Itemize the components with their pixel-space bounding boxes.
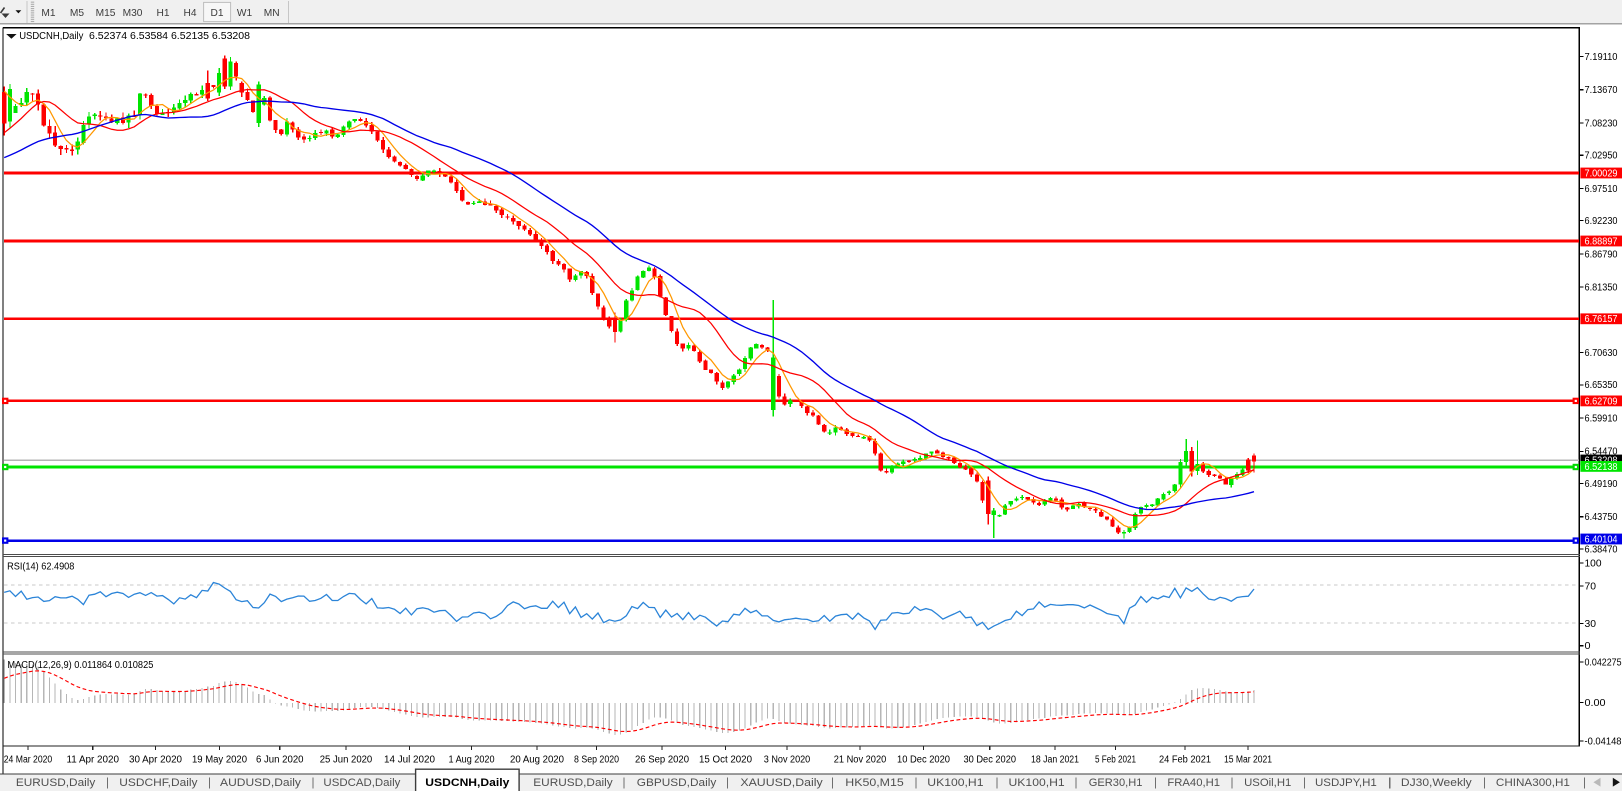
svg-text:RSI(14) 62.4908: RSI(14) 62.4908 <box>7 562 74 573</box>
svg-text:GBPUSD,Daily: GBPUSD,Daily <box>637 777 717 789</box>
svg-text:18 Jan 2021: 18 Jan 2021 <box>1031 755 1079 766</box>
svg-text:6.97510: 6.97510 <box>1585 184 1619 195</box>
svg-text:14 Jul 2020: 14 Jul 2020 <box>384 755 436 766</box>
svg-text:6.49190: 6.49190 <box>1585 479 1619 490</box>
svg-text:6.81350: 6.81350 <box>1585 283 1619 294</box>
svg-text:6.52138: 6.52138 <box>1585 462 1618 473</box>
svg-text:USDCNH,Daily: USDCNH,Daily <box>19 31 83 42</box>
svg-text:M30: M30 <box>123 8 143 19</box>
svg-text:7.13670: 7.13670 <box>1585 85 1619 96</box>
svg-text:M15: M15 <box>96 8 116 19</box>
svg-text:30 Dec 2020: 30 Dec 2020 <box>964 755 1017 766</box>
svg-text:6.76157: 6.76157 <box>1585 314 1618 325</box>
svg-text:USDJPY,H1: USDJPY,H1 <box>1315 777 1377 789</box>
svg-text:UK100,H1: UK100,H1 <box>1009 777 1065 789</box>
svg-text:HK50,M15: HK50,M15 <box>845 777 904 789</box>
svg-text:H1: H1 <box>156 8 169 19</box>
svg-text:6.70630: 6.70630 <box>1585 348 1619 359</box>
svg-text:USDCHF,Daily: USDCHF,Daily <box>119 777 198 789</box>
svg-text:MACD(12,26,9) 0.011864 0.01082: MACD(12,26,9) 0.011864 0.010825 <box>7 660 153 671</box>
svg-text:19 May 2020: 19 May 2020 <box>192 755 248 766</box>
svg-text:7.02950: 7.02950 <box>1585 151 1619 162</box>
svg-text:21 Nov 2020: 21 Nov 2020 <box>834 755 887 766</box>
svg-text:7.00029: 7.00029 <box>1585 168 1618 179</box>
svg-text:W1: W1 <box>237 8 253 19</box>
svg-text:0.042275: 0.042275 <box>1585 657 1622 668</box>
svg-text:CHINA300,H1: CHINA300,H1 <box>1496 777 1570 789</box>
svg-text:7.19110: 7.19110 <box>1585 52 1619 63</box>
svg-text:6.92230: 6.92230 <box>1585 216 1619 227</box>
svg-text:10 Dec 2020: 10 Dec 2020 <box>897 755 951 766</box>
svg-text:25 Jun 2020: 25 Jun 2020 <box>320 755 373 766</box>
svg-text:0: 0 <box>1585 641 1592 652</box>
svg-text:GER30,H1: GER30,H1 <box>1089 777 1143 789</box>
svg-text:6.59910: 6.59910 <box>1585 413 1619 424</box>
svg-text:20 Aug 2020: 20 Aug 2020 <box>510 755 565 766</box>
svg-text:30: 30 <box>1585 619 1597 630</box>
svg-text:USDCNH,Daily: USDCNH,Daily <box>425 777 510 789</box>
svg-text:M1: M1 <box>41 8 55 19</box>
svg-text:6.54470: 6.54470 <box>1585 447 1619 458</box>
svg-text:1 Aug 2020: 1 Aug 2020 <box>449 755 496 766</box>
svg-text:6.88897: 6.88897 <box>1585 236 1618 247</box>
svg-text:24 Mar 2020: 24 Mar 2020 <box>4 755 53 766</box>
svg-text:EURUSD,Daily: EURUSD,Daily <box>533 777 613 789</box>
svg-text:DJ30,Weekly: DJ30,Weekly <box>1401 777 1472 789</box>
svg-text:5 Feb 2021: 5 Feb 2021 <box>1095 755 1136 766</box>
svg-text:EURUSD,Daily: EURUSD,Daily <box>16 777 96 789</box>
svg-text:6.65350: 6.65350 <box>1585 380 1619 391</box>
svg-text:70: 70 <box>1585 581 1597 592</box>
svg-text:6.40104: 6.40104 <box>1585 534 1619 545</box>
svg-text:6.86790: 6.86790 <box>1585 249 1619 260</box>
svg-text:6.43750: 6.43750 <box>1585 512 1619 523</box>
svg-text:26 Sep 2020: 26 Sep 2020 <box>635 755 690 766</box>
svg-text:D1: D1 <box>210 8 223 19</box>
svg-text:6 Jun 2020: 6 Jun 2020 <box>256 755 304 766</box>
svg-text:15 Mar 2021: 15 Mar 2021 <box>1224 755 1272 766</box>
svg-text:24 Feb 2021: 24 Feb 2021 <box>1159 755 1211 766</box>
svg-text:6.62709: 6.62709 <box>1585 396 1618 407</box>
svg-text:XAUUSD,Daily: XAUUSD,Daily <box>740 777 823 789</box>
svg-text:USDCAD,Daily: USDCAD,Daily <box>323 777 400 789</box>
svg-text:0.00: 0.00 <box>1585 698 1607 709</box>
svg-text:FRA40,H1: FRA40,H1 <box>1167 777 1220 789</box>
svg-text:6.38470: 6.38470 <box>1585 544 1619 555</box>
svg-text:7.08230: 7.08230 <box>1585 118 1619 129</box>
svg-text:3 Nov 2020: 3 Nov 2020 <box>764 755 811 766</box>
svg-text:6.53208: 6.53208 <box>1585 455 1618 466</box>
svg-text:-0.04148: -0.04148 <box>1585 736 1622 747</box>
svg-text:30 Apr 2020: 30 Apr 2020 <box>129 755 183 766</box>
svg-text:H4: H4 <box>183 8 196 19</box>
svg-text:M5: M5 <box>70 8 84 19</box>
svg-text:UK100,H1: UK100,H1 <box>927 777 983 789</box>
svg-text:AUDUSD,Daily: AUDUSD,Daily <box>220 777 301 789</box>
svg-text:100: 100 <box>1585 558 1603 569</box>
svg-text:6.52374 6.53584 6.52135 6.5320: 6.52374 6.53584 6.52135 6.53208 <box>89 31 250 42</box>
svg-text:8 Sep 2020: 8 Sep 2020 <box>574 755 620 766</box>
svg-text:11 Apr 2020: 11 Apr 2020 <box>67 755 120 766</box>
svg-text:USOil,H1: USOil,H1 <box>1244 777 1291 789</box>
svg-text:15 Oct 2020: 15 Oct 2020 <box>699 755 753 766</box>
svg-text:MN: MN <box>264 8 280 19</box>
